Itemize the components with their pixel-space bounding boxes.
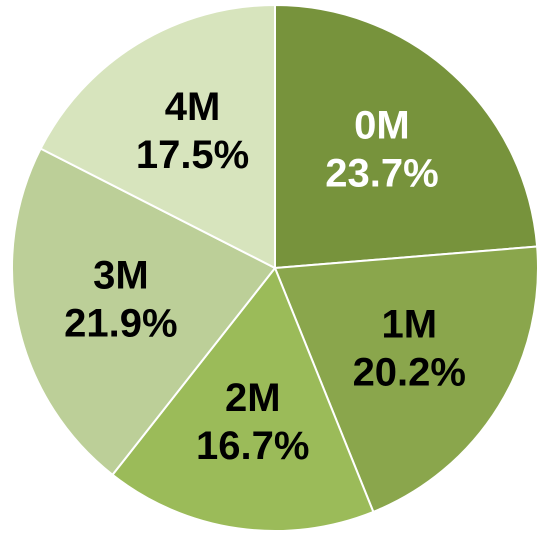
slice-category: 3M (93, 254, 149, 298)
slice-category: 2M (225, 376, 281, 420)
slice-category: 1M (381, 302, 437, 346)
slice-value-label: 23.7% (325, 152, 438, 196)
slice-value-label: 20.2% (353, 350, 466, 394)
pie-slice (39, 3, 276, 270)
slice-value-label: 17.5% (136, 133, 249, 177)
slice-value-label: 21.9% (64, 302, 177, 346)
pie-slice (274, 3, 539, 270)
pie-slice (111, 266, 375, 532)
pie-slice (11, 147, 277, 477)
slice-category: 4M (165, 85, 221, 129)
pie-slice (273, 245, 539, 514)
slice-value-label: 16.7% (196, 424, 309, 468)
slice-category: 0M (354, 104, 410, 148)
